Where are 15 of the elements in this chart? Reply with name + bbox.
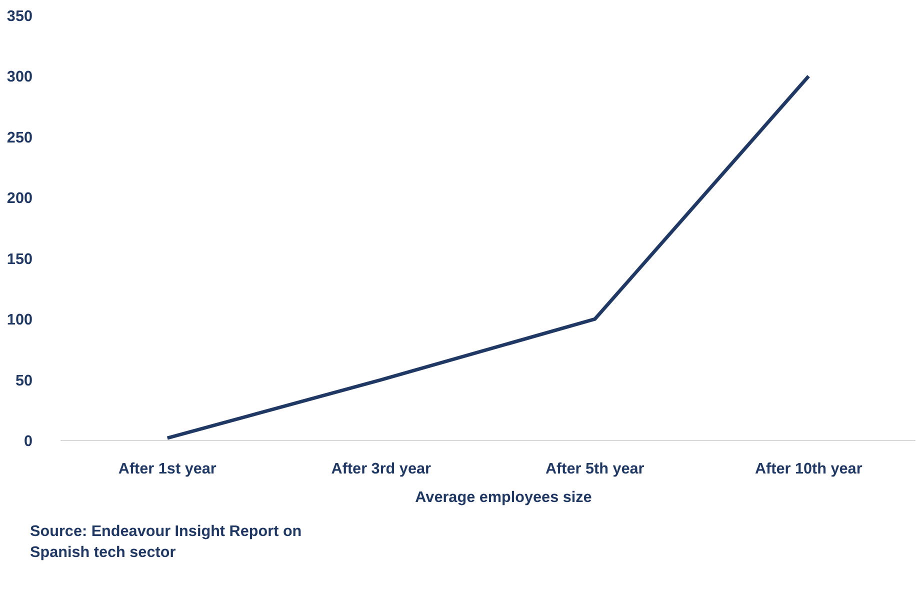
- y-tick-label: 0: [24, 433, 33, 450]
- y-tick-label: 50: [15, 372, 33, 390]
- source-note: Source: Endeavour Insight Report on Spanish tech sector: [30, 522, 303, 564]
- x-tick-label: After 1st year: [118, 460, 216, 478]
- y-tick-label: 200: [6, 190, 33, 208]
- y-tick-label: 250: [6, 129, 33, 146]
- y-tick-label: 300: [6, 68, 33, 86]
- x-tick-label: After 5th year: [545, 460, 644, 478]
- text: Average employees size: [415, 489, 592, 507]
- y-tick-label: 350: [6, 8, 33, 25]
- y-tick-label: 100: [6, 312, 33, 329]
- x-tick-label: After 10th year: [754, 460, 862, 478]
- line-series: [166, 74, 810, 440]
- y-tick-label: 150: [6, 250, 33, 268]
- x-tick-label: After 3rd year: [331, 460, 431, 478]
